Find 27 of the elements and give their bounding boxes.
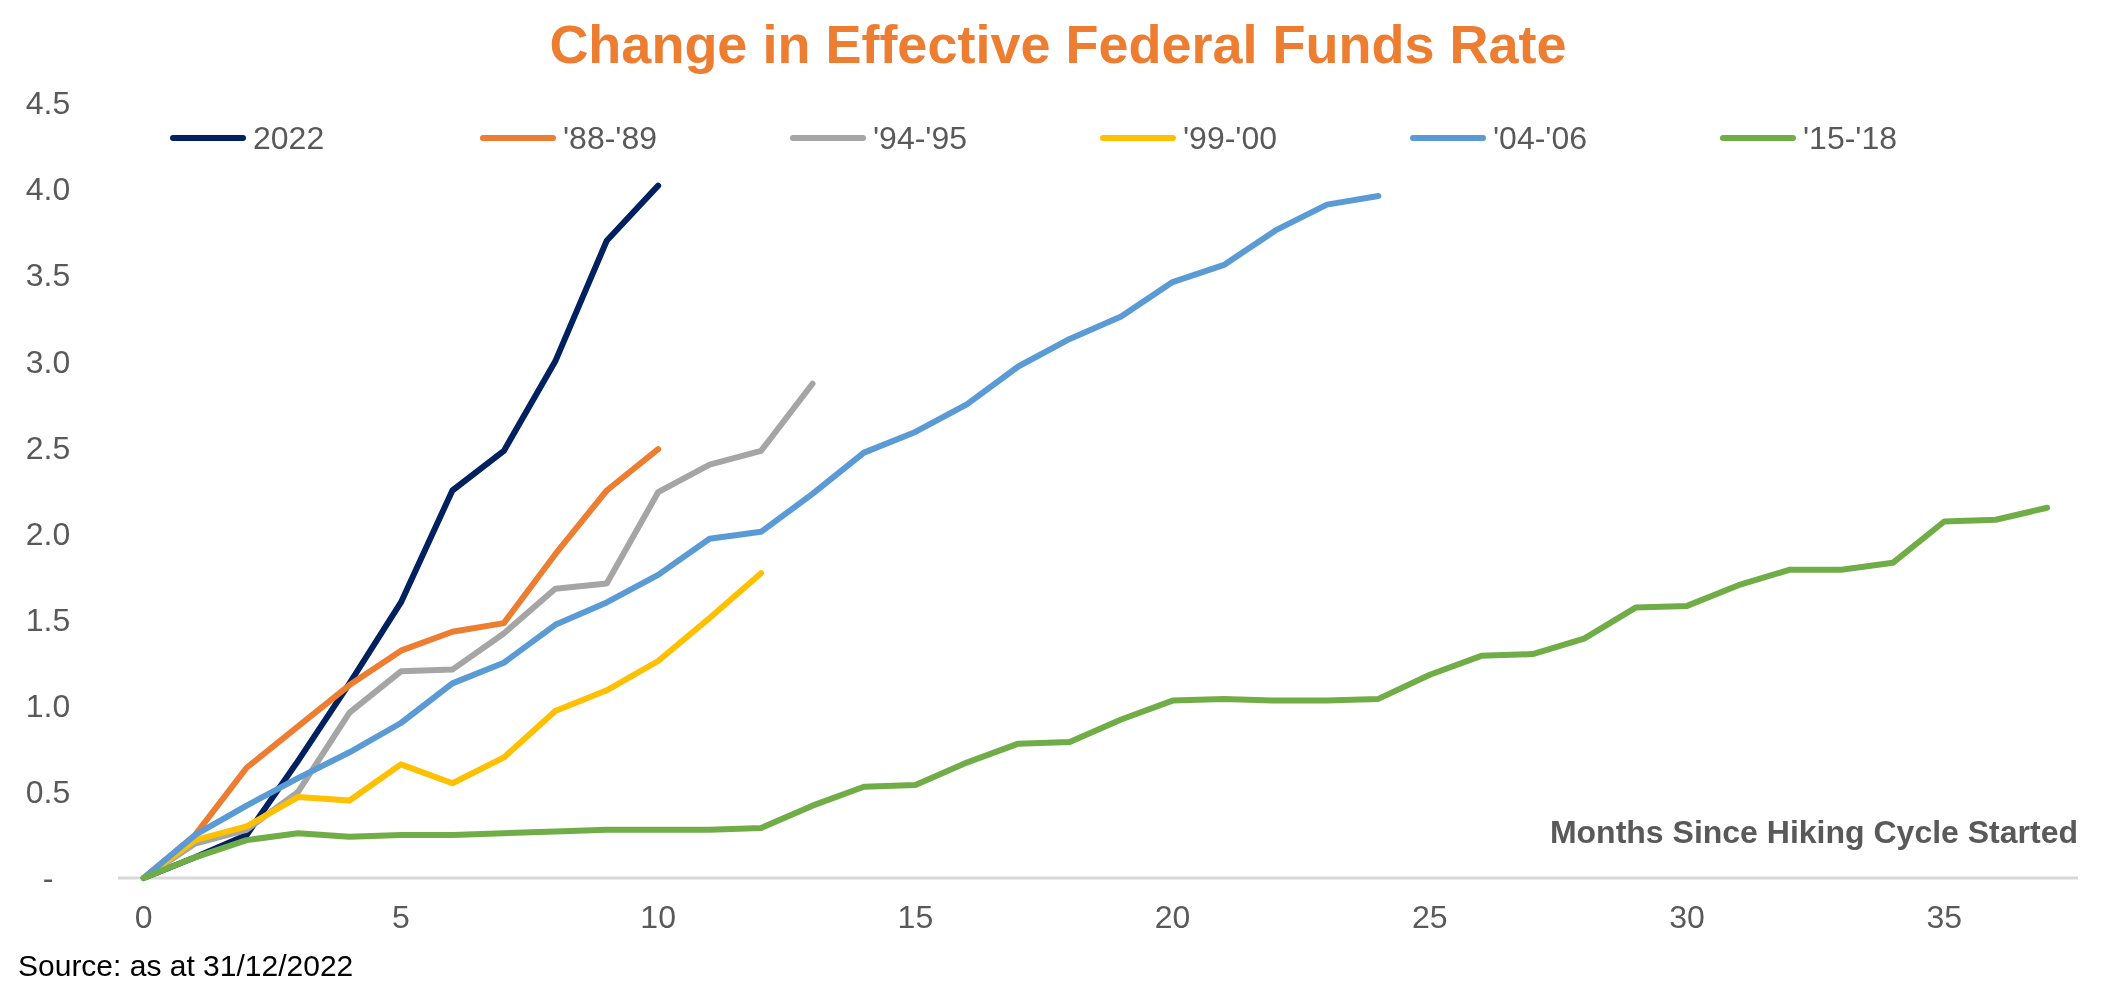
x-tick-label: 20 [1154, 899, 1191, 935]
y-tick-label: 1.0 [25, 687, 71, 724]
source-note: Source: as at 31/12/2022 [18, 949, 354, 982]
chart-title: Change in Effective Federal Funds Rate [549, 14, 1567, 74]
legend-label: '88-'89 [563, 120, 658, 157]
y-tick-label: 3.5 [25, 257, 71, 294]
y-tick-label: 4.0 [25, 171, 71, 208]
y-tick-label: 3.0 [25, 343, 71, 380]
x-tick-label: 25 [1412, 899, 1448, 935]
x-axis-title: Months Since Hiking Cycle Started [1549, 814, 2078, 850]
legend-label: '04-'06 [1493, 120, 1588, 157]
legend-label: '99-'00 [1183, 120, 1278, 157]
x-tick-label: 5 [392, 899, 410, 935]
x-tick-label: 30 [1669, 899, 1705, 935]
y-tick-label: 2.5 [25, 429, 71, 466]
x-tick-label: 10 [640, 899, 676, 935]
x-tick-label: 35 [1926, 899, 1963, 935]
y-tick-label: 2.0 [25, 515, 71, 552]
y-tick-label: - [42, 860, 54, 897]
y-tick-label: 0.5 [25, 774, 71, 811]
legend-label: '15-'18 [1803, 120, 1898, 157]
x-tick-label: 0 [134, 899, 153, 935]
x-tick-label: 15 [897, 899, 934, 935]
y-tick-label: 1.5 [25, 601, 71, 638]
legend-label: '94-'95 [873, 120, 968, 157]
legend-label: 2022 [253, 120, 325, 157]
y-tick-label: 4.5 [25, 85, 71, 122]
